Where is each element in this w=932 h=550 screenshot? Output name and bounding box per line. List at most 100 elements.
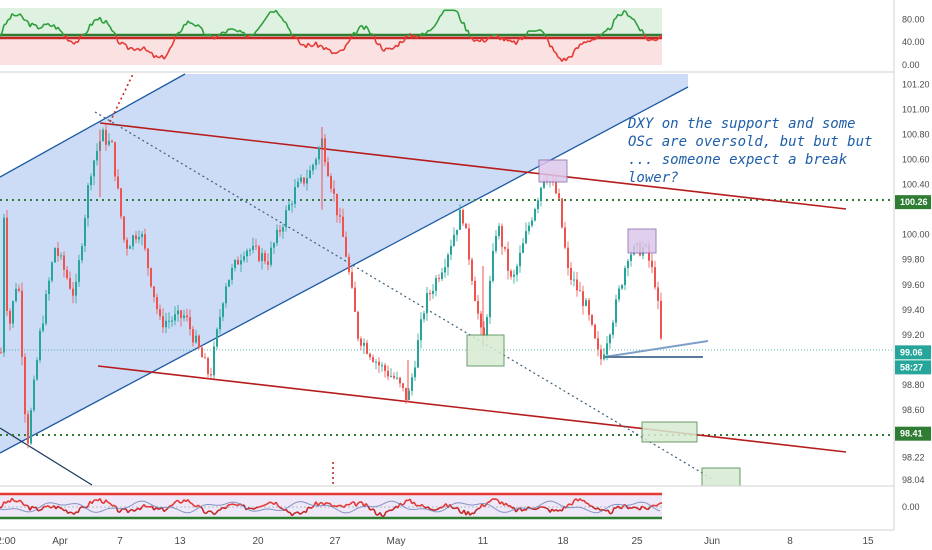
candle bbox=[339, 207, 341, 224]
candle bbox=[225, 283, 227, 308]
osc-tick-label: 0.00 bbox=[902, 60, 920, 70]
candle bbox=[396, 371, 398, 380]
candle bbox=[564, 221, 566, 250]
candle bbox=[129, 244, 131, 249]
candle bbox=[249, 248, 251, 257]
candle bbox=[105, 123, 107, 151]
candle bbox=[660, 292, 662, 341]
candle bbox=[408, 388, 410, 401]
candle bbox=[519, 245, 521, 273]
candle bbox=[165, 312, 167, 334]
candle bbox=[276, 224, 278, 247]
candle bbox=[297, 177, 299, 188]
candlestick-series bbox=[0, 123, 662, 449]
osc-tick-label: 40.00 bbox=[902, 37, 925, 47]
ascending-channel-fill bbox=[0, 74, 688, 453]
candle bbox=[237, 256, 239, 265]
candle bbox=[606, 336, 608, 361]
candle bbox=[114, 141, 116, 182]
candle bbox=[285, 205, 287, 232]
candle bbox=[9, 308, 11, 331]
candle bbox=[153, 286, 155, 303]
candle bbox=[471, 257, 473, 286]
candle bbox=[474, 276, 476, 302]
time-tick-label: 20 bbox=[252, 536, 264, 547]
candle bbox=[243, 251, 245, 263]
upper-trend-line bbox=[99, 122, 847, 210]
candle bbox=[414, 360, 416, 382]
candle bbox=[84, 214, 86, 253]
candle bbox=[651, 253, 653, 274]
candle bbox=[465, 223, 467, 229]
candle bbox=[273, 241, 275, 254]
price-tag bbox=[895, 426, 931, 441]
candle bbox=[156, 293, 158, 314]
candle bbox=[597, 331, 599, 357]
candle bbox=[144, 228, 146, 251]
candle bbox=[453, 227, 455, 247]
price-tick-label: 98.80 bbox=[902, 380, 925, 390]
candle bbox=[390, 368, 392, 378]
candle bbox=[375, 358, 377, 370]
price-tick-label: 98.04 bbox=[902, 475, 925, 485]
candle bbox=[24, 352, 26, 423]
candle bbox=[132, 234, 134, 250]
candle bbox=[609, 332, 611, 349]
price-tick-label: 99.40 bbox=[902, 305, 925, 315]
price-tick-label: 100.80 bbox=[902, 130, 930, 140]
candle bbox=[492, 243, 494, 283]
candle bbox=[201, 344, 203, 358]
price-tag-label: 100.26 bbox=[900, 197, 928, 207]
candle bbox=[51, 261, 53, 283]
candle bbox=[498, 223, 500, 240]
candle bbox=[210, 367, 212, 378]
candle bbox=[615, 294, 617, 328]
candle bbox=[15, 282, 17, 303]
navy-descending-segment bbox=[0, 427, 93, 486]
candle bbox=[522, 238, 524, 254]
candle bbox=[618, 285, 620, 302]
candle bbox=[405, 387, 407, 404]
candle bbox=[594, 323, 596, 340]
candle bbox=[42, 315, 44, 333]
time-tick-label: 2:00 bbox=[0, 536, 16, 547]
candle bbox=[183, 309, 185, 322]
candle bbox=[627, 258, 629, 277]
candle bbox=[582, 285, 584, 315]
candle bbox=[270, 241, 272, 268]
purple-box-1 bbox=[538, 159, 568, 183]
price-tick-label: 98.22 bbox=[902, 452, 925, 462]
candle bbox=[357, 310, 359, 342]
candle bbox=[30, 407, 32, 445]
price-tag-label: 98.41 bbox=[900, 429, 923, 439]
candle bbox=[87, 182, 89, 227]
price-axis: 101.20 101.00 100.80 100.60 100.40 100.00 99.8… bbox=[893, 0, 931, 530]
time-tick-label: Apr bbox=[52, 536, 68, 547]
candle bbox=[591, 314, 593, 327]
osc-tick-label: 80.00 bbox=[902, 14, 925, 24]
candle bbox=[192, 325, 194, 347]
candle bbox=[135, 231, 137, 243]
candle bbox=[267, 253, 269, 271]
candle bbox=[93, 159, 95, 186]
candle bbox=[576, 271, 578, 297]
time-tick-label: 25 bbox=[631, 536, 643, 547]
candle bbox=[72, 281, 74, 304]
candle bbox=[534, 207, 536, 222]
candle bbox=[381, 362, 383, 372]
time-tick-label: 18 bbox=[557, 536, 569, 547]
candle bbox=[180, 309, 182, 327]
candle bbox=[351, 266, 353, 289]
osc-tick-label: 0.00 bbox=[902, 502, 920, 512]
candle bbox=[501, 223, 503, 255]
candle bbox=[333, 180, 335, 202]
price-tag bbox=[895, 345, 931, 360]
candle bbox=[579, 281, 581, 292]
candle bbox=[306, 169, 308, 191]
candle bbox=[198, 334, 200, 350]
candle bbox=[585, 297, 587, 307]
red-dotted-rise bbox=[109, 73, 134, 123]
candle bbox=[420, 312, 422, 349]
price-tick-label: 99.20 bbox=[902, 330, 925, 340]
